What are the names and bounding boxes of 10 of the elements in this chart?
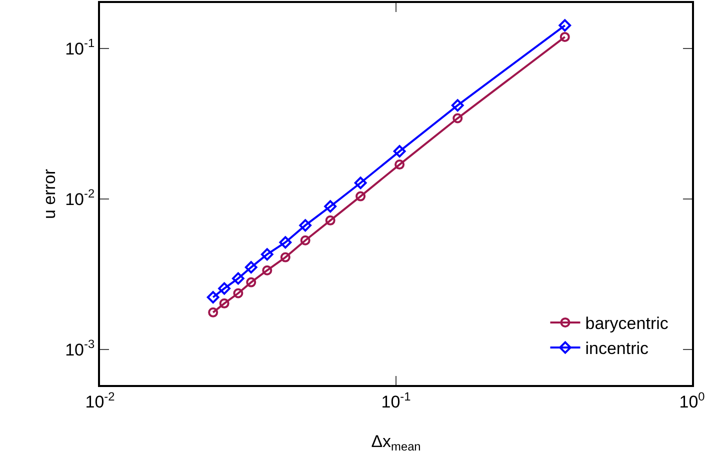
y-tick-label: 10$^{-1}$ xyxy=(65,36,95,58)
x-tick-label: 10$^{0}$ xyxy=(679,389,706,412)
x-tick-label: 10$^{-2}$ xyxy=(85,389,116,412)
y-axis-title: u error xyxy=(40,168,59,220)
x-tick-label: 10$^{-1}$ xyxy=(381,389,412,412)
legend-label: barycentric xyxy=(585,314,669,334)
y-tick-label: 10$^{-3}$ xyxy=(65,337,95,360)
x-axis-title: Δx$_{mean}$ xyxy=(371,432,421,454)
y-tick-label: 10$^{-2}$ xyxy=(65,186,95,209)
legend-label: incentric xyxy=(585,339,650,358)
